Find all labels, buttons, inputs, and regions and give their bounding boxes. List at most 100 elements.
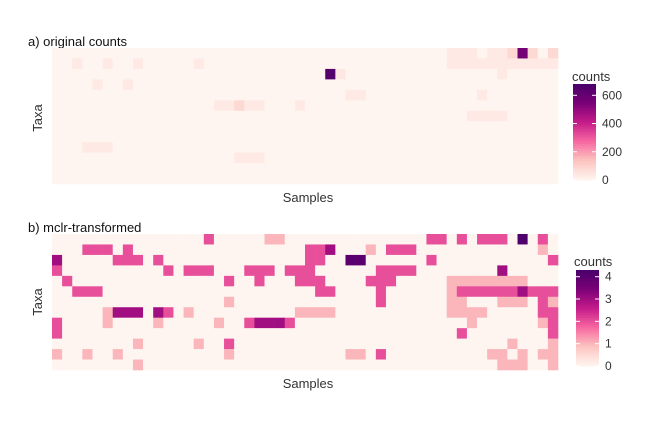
panel-b-cell (497, 286, 508, 298)
panel-a-cell (527, 79, 539, 91)
panel-a-cell (345, 121, 356, 132)
panel-a-cell (72, 163, 83, 174)
panel-a-cell (193, 58, 205, 70)
panel-a-cell (294, 163, 306, 174)
panel-a-cell (355, 131, 367, 143)
panel-a-cell (335, 89, 346, 101)
panel-a-cell (173, 89, 184, 101)
panel-a-cell (345, 142, 356, 153)
panel-a-cell (385, 142, 397, 153)
panel-b-cell (122, 307, 134, 318)
panel-a-cell (446, 79, 458, 91)
panel-b-cell (335, 265, 346, 277)
panel-b-cell (244, 254, 255, 266)
panel-b-cell (183, 254, 194, 266)
panel-a-cell (112, 100, 124, 112)
panel-a-cell (517, 142, 528, 153)
panel-a-cell (416, 89, 427, 101)
panel-b-cell (547, 307, 559, 318)
panel-a-cell (244, 142, 255, 153)
panel-a-cell (315, 68, 326, 80)
panel-b-legend-swatch (576, 344, 599, 348)
panel-b-cell (497, 265, 508, 277)
panel-b-cell (254, 244, 265, 256)
panel-a-cell (365, 163, 377, 174)
panel-b-cell (244, 349, 255, 360)
panel-b-cell (456, 317, 468, 329)
panel-b-cell (52, 275, 63, 287)
panel-b-cell (173, 296, 184, 308)
panel-b-cell (274, 234, 286, 245)
panel-a-cell (213, 89, 225, 101)
panel-a-cell (527, 131, 539, 143)
panel-a-cell (234, 100, 245, 112)
panel-a-cell (466, 110, 478, 122)
panel-a-cell (92, 131, 103, 143)
panel-b-cell (426, 244, 437, 256)
panel-b-cell (143, 296, 154, 308)
panel-a-cell (365, 48, 377, 59)
panel-b-cell (213, 307, 225, 318)
panel-a-cell (335, 100, 346, 112)
panel-a-cell (203, 79, 215, 91)
panel-b-cell (416, 359, 427, 371)
panel-b-cell (173, 328, 184, 339)
panel-a-cell (52, 89, 63, 101)
panel-a-cell (112, 152, 124, 164)
panel-a-cell (72, 58, 83, 70)
panel-b-cell (52, 254, 63, 266)
panel-b-cell (406, 328, 417, 339)
panel-a-cell (537, 100, 549, 112)
panel-a-cell (203, 173, 215, 185)
panel-b-cell (274, 328, 286, 339)
panel-b-cell (355, 234, 367, 245)
panel-a-cell (203, 48, 215, 59)
panel-b-cell (517, 349, 528, 360)
panel-a-cell (234, 142, 245, 153)
panel-b-cell (517, 234, 528, 245)
panel-a-cell (92, 100, 103, 112)
panel-b-cell (213, 296, 225, 308)
panel-b-cell (517, 286, 528, 298)
panel-a-cell (213, 152, 225, 164)
panel-a-cell (284, 110, 296, 122)
panel-a-cell (325, 131, 336, 143)
panel-a-cell (406, 173, 417, 185)
panel-b-cell (315, 286, 326, 298)
panel-b-legend-swatch (576, 322, 599, 326)
panel-a-cell (274, 58, 286, 70)
panel-a-cell (143, 173, 154, 185)
panel-a-cell (284, 121, 296, 132)
panel-a-cell (335, 58, 346, 70)
panel-a-cell (62, 121, 73, 132)
panel-a-cell (132, 142, 144, 153)
panel-b-cell (294, 317, 306, 329)
panel-a-cell (254, 48, 265, 59)
panel-b-cell (112, 359, 124, 371)
panel-a-cell (487, 131, 498, 143)
panel-a-cell (122, 110, 134, 122)
panel-a-cell (385, 131, 397, 143)
panel-b-cell (507, 265, 518, 277)
panel-b-cell (153, 296, 164, 308)
panel-a-cell (284, 173, 296, 185)
panel-a-cell (213, 121, 225, 132)
panel-b-cell (294, 244, 306, 256)
panel-a-cell (537, 48, 549, 59)
panel-a-cell (426, 142, 437, 153)
panel-a-cell (325, 58, 336, 70)
panel-b-cell (82, 328, 93, 339)
panel-b-cell (132, 338, 144, 350)
panel-b-cell (547, 234, 559, 245)
panel-a-cell (153, 163, 164, 174)
panel-b-cell (92, 244, 103, 256)
panel-b-cell (315, 234, 326, 245)
panel-b-cell (224, 338, 235, 350)
panel-b-cell (497, 317, 508, 329)
panel-b-cell (305, 244, 316, 256)
panel-b-cell (305, 338, 316, 350)
panel-a-cell (497, 79, 508, 91)
panel-b-cell (466, 254, 478, 266)
panel-a-cell (547, 152, 559, 164)
